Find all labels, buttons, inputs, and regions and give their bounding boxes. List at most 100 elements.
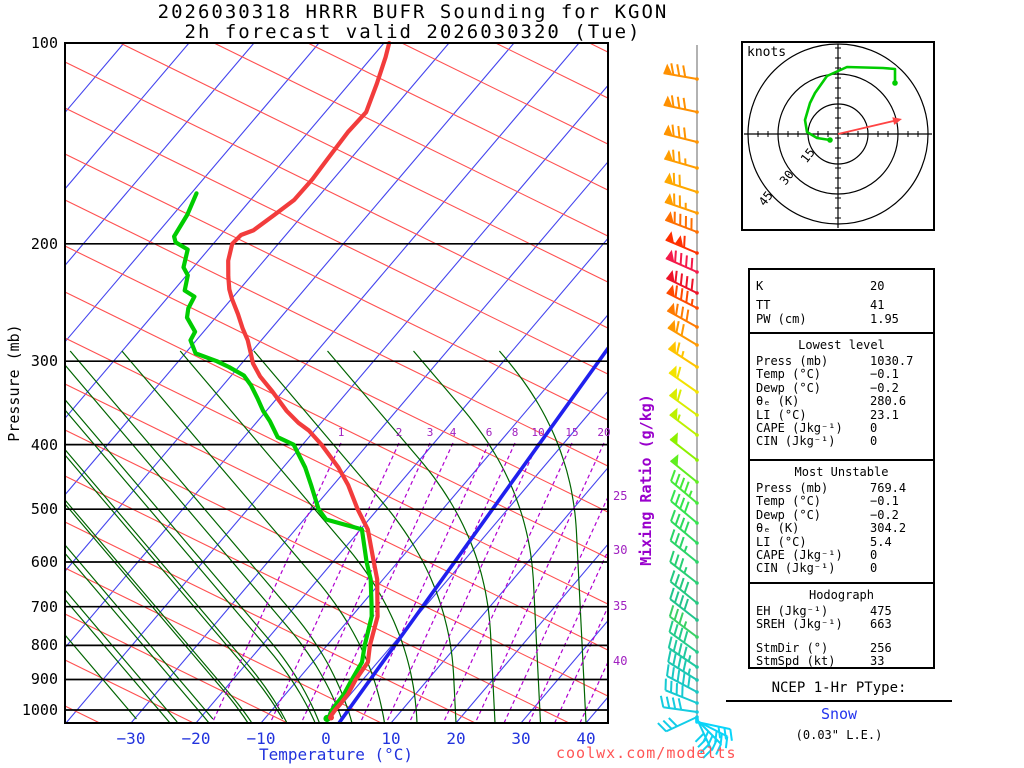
mixing-ratio-value-label: 20 xyxy=(597,426,611,439)
temperature-tick-label: 40 xyxy=(576,729,596,748)
stat-label: StmDir (°) xyxy=(756,640,829,655)
hodograph-units-label: knots xyxy=(747,45,787,60)
stat-row: CIN (Jkg⁻¹) 0 xyxy=(756,434,933,449)
stat-value: 256 xyxy=(870,640,892,655)
stat-label: StmSpd (kt) xyxy=(756,654,836,669)
stat-row: EH (Jkg⁻¹) 475 xyxy=(756,604,933,618)
stat-label: CAPE (Jkg⁻¹) xyxy=(756,548,843,563)
stat-label: Press (mb) xyxy=(756,354,829,368)
temperature-tick-label: −10 xyxy=(246,729,276,748)
stat-value: −0.2 xyxy=(870,507,899,522)
stat-value: 5.4 xyxy=(870,534,892,549)
mixing-ratio-axis-label: Mixing Ratio (g/kg) xyxy=(637,394,655,566)
stat-label: θₑ (K) xyxy=(756,394,800,409)
stat-row: CIN (Jkg⁻¹) 0 xyxy=(756,561,933,576)
stat-value: 41 xyxy=(870,298,885,313)
stat-label: Press (mb) xyxy=(756,481,829,495)
stat-row: SREH (Jkg⁻¹) 663 xyxy=(756,617,933,632)
title-line1: 2026030318 HRRR BUFR Sounding for KGON xyxy=(157,1,669,23)
stat-row: Temp (°C) −0.1 xyxy=(756,494,933,509)
stat-row: PW (cm) 1.95 xyxy=(756,311,933,326)
stat-label: SREH (Jkg⁻¹) xyxy=(756,617,843,632)
stat-value: 1030.7 xyxy=(870,354,914,368)
temperature-tick-label: 0 xyxy=(321,729,331,748)
stat-value: 23.1 xyxy=(870,407,899,422)
mixing-ratio-value-label: 4 xyxy=(449,426,457,439)
ptype-heading: NCEP 1-Hr PType: xyxy=(726,680,952,702)
ptype-detail: (0.03" L.E.) xyxy=(795,728,883,742)
stat-label: Dewp (°C) xyxy=(756,507,822,522)
mixing-ratio-value-label: 3 xyxy=(426,426,434,439)
pressure-tick-label: 600 xyxy=(30,553,58,572)
mixing-ratio-edge-label: 40 xyxy=(613,654,628,668)
stat-value: −0.1 xyxy=(870,494,899,509)
stats-section-hodograph: Hodograph EH (Jkg⁻¹) 475 SREH (Jkg⁻¹) 663 Stm… xyxy=(750,582,933,671)
temperature-tick-label: −20 xyxy=(181,729,211,748)
stat-value: 475 xyxy=(870,604,892,618)
stat-row: K 20 xyxy=(756,279,933,293)
stat-label: TT xyxy=(756,298,771,313)
mixing-ratio-value-label: 15 xyxy=(565,426,579,439)
stat-row: CAPE (Jkg⁻¹) 0 xyxy=(756,421,933,435)
watermark: coolwx.com/modelts xyxy=(556,744,737,762)
stats-section-most-unstable: Most Unstable Press (mb) 769.4 Temp (°C) −0.… xyxy=(750,459,933,582)
stat-row: θₑ (K) 280.6 xyxy=(756,394,933,409)
stat-row: θₑ (K) 304.2 xyxy=(756,521,933,536)
stat-row: LI (°C) 23.1 xyxy=(756,407,933,422)
title-line2: 2h forecast valid 2026030320 (Tue) xyxy=(184,21,642,43)
pressure-tick-label: 200 xyxy=(30,234,58,253)
stat-row: StmDir (°) 256 xyxy=(756,640,933,655)
mixing-ratio-value-label: 6 xyxy=(485,426,493,439)
ptype-value: Snow xyxy=(820,705,858,723)
temperature-tick-label: 20 xyxy=(446,729,466,748)
mixing-ratio-value-label: 8 xyxy=(511,426,519,439)
temperature-tick-label: 10 xyxy=(381,729,401,748)
stat-row: Press (mb) 769.4 xyxy=(756,481,933,495)
mixing-ratio-edge-label: 35 xyxy=(613,599,628,613)
pressure-tick-label: 400 xyxy=(30,435,58,454)
stat-value: 0 xyxy=(870,434,878,449)
pressure-tick-label: 300 xyxy=(30,352,58,371)
ptype-panel: NCEP 1-Hr PType: Snow (0.03" L.E.) xyxy=(726,680,952,742)
stat-row: Dewp (°C) −0.2 xyxy=(756,380,933,395)
stat-value: 20 xyxy=(870,279,885,293)
stats-section-title: Most Unstable xyxy=(794,465,889,479)
stat-label: PW (cm) xyxy=(756,311,807,326)
stat-row: Dewp (°C) −0.2 xyxy=(756,507,933,522)
stats-summary-section: K 20 TT 41 PW (cm) 1.95 xyxy=(750,270,933,332)
stat-value: 769.4 xyxy=(870,481,907,495)
stat-value: 1.95 xyxy=(870,311,899,326)
pressure-tick-label: 800 xyxy=(30,636,58,655)
stat-label: LI (°C) xyxy=(756,534,807,549)
stat-label: CIN (Jkg⁻¹) xyxy=(756,434,836,449)
mixing-ratio-edge-label: 30 xyxy=(613,543,628,557)
stat-value: 304.2 xyxy=(870,521,907,536)
mixing-ratio-value-label: 1 xyxy=(337,426,345,439)
pressure-tick-label: 700 xyxy=(30,597,58,616)
stat-label: θₑ (K) xyxy=(756,521,800,536)
stat-row: CAPE (Jkg⁻¹) 0 xyxy=(756,548,933,563)
stat-value: 280.6 xyxy=(870,394,907,409)
stat-value: 0 xyxy=(870,548,878,563)
mixing-ratio-value-label: 10 xyxy=(531,426,545,439)
stats-section-title: Hodograph xyxy=(808,588,875,602)
stat-value: −0.1 xyxy=(870,367,899,382)
stat-value: 663 xyxy=(870,617,892,632)
temperature-axis-label: Temperature (°C) xyxy=(258,745,414,764)
mixing-ratio-edge-label: 25 xyxy=(613,489,628,503)
stat-row: TT 41 xyxy=(756,298,933,313)
stats-section-lowest-level: Lowest level Press (mb) 1030.7 Temp (°C) −0.… xyxy=(750,332,933,459)
stat-label: K xyxy=(756,279,764,293)
stat-value: 0 xyxy=(870,561,878,576)
stat-label: Temp (°C) xyxy=(756,494,822,509)
stats-section-title: Lowest level xyxy=(798,338,885,352)
stat-label: Dewp (°C) xyxy=(756,380,822,395)
stat-label: EH (Jkg⁻¹) xyxy=(756,604,829,618)
stat-row: Temp (°C) −0.1 xyxy=(756,367,933,382)
stat-value: −0.2 xyxy=(870,380,899,395)
stat-label: CIN (Jkg⁻¹) xyxy=(756,561,836,576)
stat-row: StmSpd (kt) 33 xyxy=(756,654,933,669)
pressure-tick-label: 900 xyxy=(30,670,58,689)
